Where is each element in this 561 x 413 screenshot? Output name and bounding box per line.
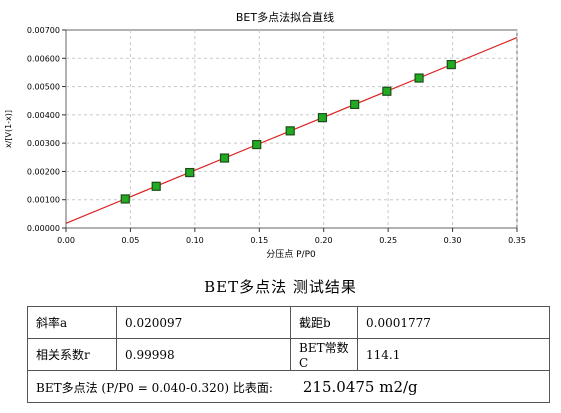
y-tick-label: 0.00400 <box>27 111 60 120</box>
x-tick-label: 0.20 <box>315 236 333 245</box>
data-point <box>219 153 230 163</box>
results-heading: BET多点法 测试结果 <box>204 278 357 296</box>
data-point <box>350 99 360 110</box>
data-point <box>252 139 262 150</box>
data-point <box>151 181 161 191</box>
constant-value: 114.1 <box>357 338 550 371</box>
results-table: 斜率a 0.020097 截距b 0.0001777 相关系数r 0.99998… <box>27 306 550 403</box>
x-axis-label: 分压点 P/P0 <box>266 249 316 260</box>
constant-label: BET常数C <box>290 338 358 371</box>
y-tick-label: 0.00100 <box>27 196 60 205</box>
data-points <box>120 59 456 204</box>
data-point <box>446 59 456 70</box>
data-point <box>285 126 295 136</box>
y-tick-label: 0.00300 <box>27 139 60 148</box>
slope-label: 斜率a <box>27 306 117 339</box>
surface-area-label: BET多点法 (P/P0 = 0.040-0.320) 比表面: <box>36 380 273 395</box>
y-tick-label: 0.00000 <box>27 224 60 233</box>
results-row-1: 斜率a 0.020097 截距b 0.0001777 <box>27 306 550 339</box>
surface-area-value: 215.0475 m2/g <box>302 377 418 396</box>
surface-area-cell: BET多点法 (P/P0 = 0.040-0.320) 比表面: 215.0475… <box>27 370 550 403</box>
data-point <box>414 73 424 83</box>
x-tick-label: 0.30 <box>444 236 462 245</box>
data-point <box>317 113 328 123</box>
y-tick-label: 0.00700 <box>27 26 60 35</box>
x-axis-ticks: 0.00 0.05 0.10 0.15 0.20 0.25 0.30 0.35 <box>57 228 526 245</box>
intercept-value: 0.0001777 <box>357 306 550 339</box>
slope-value: 0.020097 <box>116 306 291 339</box>
y-axis-label: x/[V(1-x)] <box>4 110 13 148</box>
x-tick-label: 0.35 <box>508 236 526 245</box>
data-point <box>382 86 392 96</box>
results-row-2: 相关系数r 0.99998 BET常数C 114.1 <box>27 338 550 371</box>
y-tick-label: 0.00500 <box>27 83 60 92</box>
grid-lines <box>66 30 518 228</box>
intercept-label: 截距b <box>290 306 358 339</box>
x-tick-label: 0.05 <box>122 236 140 245</box>
x-tick-label: 0.15 <box>250 236 268 245</box>
y-tick-label: 0.00200 <box>27 167 60 176</box>
bet-chart: BET多点法拟合直线 0.000000.001000.002000.003000… <box>4 10 526 260</box>
data-point <box>185 167 195 178</box>
results-row-3: BET多点法 (P/P0 = 0.040-0.320) 比表面: 215.0475… <box>27 370 550 403</box>
correlation-label: 相关系数r <box>27 338 117 371</box>
y-tick-label: 0.00600 <box>27 54 60 63</box>
correlation-value: 0.99998 <box>116 338 291 371</box>
x-tick-label: 0.10 <box>186 236 204 245</box>
y-axis-ticks: 0.00000 0.00100 0.00200 0.00300 0.00400 0.005… <box>27 26 66 233</box>
data-point <box>120 194 130 204</box>
chart-title: BET多点法拟合直线 <box>236 10 334 24</box>
x-tick-label: 0.25 <box>379 236 397 245</box>
x-tick-label: 0.00 <box>57 236 75 245</box>
